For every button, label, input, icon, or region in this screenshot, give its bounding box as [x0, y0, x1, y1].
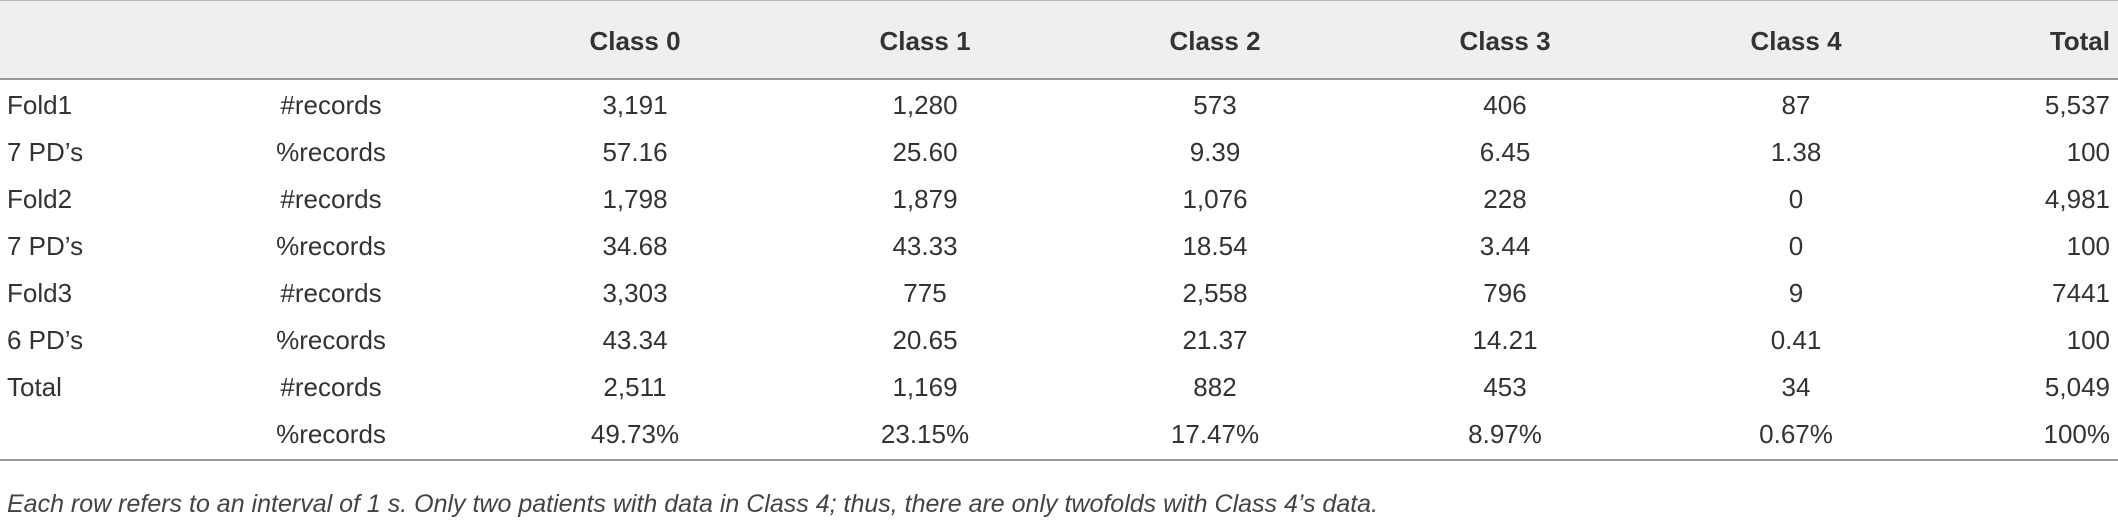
- table-cell: 228: [1483, 184, 1527, 214]
- table-cell: %records: [276, 325, 386, 355]
- table-cell: 100%: [2043, 419, 2111, 449]
- table-cell: 3.44: [1479, 231, 1531, 261]
- column-header: Class 3: [1459, 26, 1551, 56]
- table-cell: 573: [1193, 90, 1237, 120]
- table-cell: %records: [276, 419, 386, 449]
- table-cell: 3,303: [602, 278, 668, 308]
- table-cell: #records: [280, 184, 382, 214]
- table-cell: 23.15%: [880, 419, 970, 449]
- table-cell: 25.60: [892, 137, 958, 167]
- table-cell: 5,537: [2044, 90, 2110, 120]
- table-cell: 0: [1788, 231, 1804, 261]
- table-cell: #records: [280, 90, 382, 120]
- table-cell: 0.67%: [1759, 419, 1833, 449]
- column-header: Total: [2049, 26, 2110, 56]
- table-cell: 6.45: [1479, 137, 1531, 167]
- table-cell: 796: [1483, 278, 1527, 308]
- table-cell: 43.33: [892, 231, 958, 261]
- table-cell: 34.68: [602, 231, 668, 261]
- table-cell: 2,511: [603, 372, 667, 402]
- table-cell: Total: [7, 372, 62, 402]
- table-cell: 1,280: [892, 90, 958, 120]
- table-cell: 49.73%: [590, 419, 680, 449]
- table-cell: 18.54: [1182, 231, 1248, 261]
- table-cell: 2,558: [1182, 278, 1248, 308]
- table-cell: #records: [280, 372, 382, 402]
- column-header: Class 0: [589, 26, 681, 56]
- table-cell: 1,798: [602, 184, 668, 214]
- column-header: Class 1: [879, 26, 971, 56]
- table-cell: 3,191: [602, 90, 668, 120]
- table-cell: 5,049: [2044, 372, 2110, 402]
- table-cell: 1.38: [1770, 137, 1822, 167]
- table-cell: 100: [2066, 325, 2110, 355]
- table-cell: %records: [276, 137, 386, 167]
- table-cell: 7441: [2052, 278, 2110, 308]
- table-cell: 9.39: [1189, 137, 1241, 167]
- table-cell: 7 PD’s: [7, 231, 84, 261]
- table-cell: 9: [1788, 278, 1804, 308]
- table-cell: 21.37: [1182, 325, 1248, 355]
- table-cell: Fold2: [7, 184, 73, 214]
- column-header: Class 2: [1169, 26, 1261, 56]
- table-cell: 1,879: [892, 184, 958, 214]
- table-cell: 14.21: [1472, 325, 1538, 355]
- table-cell: 453: [1483, 372, 1527, 402]
- table-cell: 100: [2066, 231, 2110, 261]
- column-header: Class 4: [1750, 26, 1842, 56]
- table-cell: 57.16: [602, 137, 668, 167]
- table-cell: 4,981: [2044, 184, 2110, 214]
- header-band: [0, 0, 2118, 80]
- table-cell: 20.65: [892, 325, 958, 355]
- table-cell: 17.47%: [1170, 419, 1260, 449]
- table-cell: 7 PD’s: [7, 137, 84, 167]
- table-cell: 1,169: [892, 372, 958, 402]
- table-cell: 6 PD’s: [7, 325, 84, 355]
- table-cell: 406: [1483, 90, 1527, 120]
- table-cell: 0.41: [1770, 325, 1822, 355]
- table-cell: 87: [1781, 90, 1811, 120]
- table-cell: 1,076: [1182, 184, 1248, 214]
- table-cell: 34: [1781, 372, 1811, 402]
- table-cell: 882: [1193, 372, 1237, 402]
- table-cell: 43.34: [602, 325, 668, 355]
- table-cell: 0: [1788, 184, 1804, 214]
- footnote: Each row refers to an interval of 1 s. O…: [7, 490, 1379, 518]
- table-cell: #records: [280, 278, 382, 308]
- table-rule: [0, 459, 2118, 461]
- table-cell: %records: [276, 231, 386, 261]
- table-cell: 775: [903, 278, 947, 308]
- table-cell: Fold3: [7, 278, 73, 308]
- table-cell: 8.97%: [1468, 419, 1542, 449]
- table-cell: 100: [2066, 137, 2110, 167]
- table-cell: Fold1: [7, 90, 73, 120]
